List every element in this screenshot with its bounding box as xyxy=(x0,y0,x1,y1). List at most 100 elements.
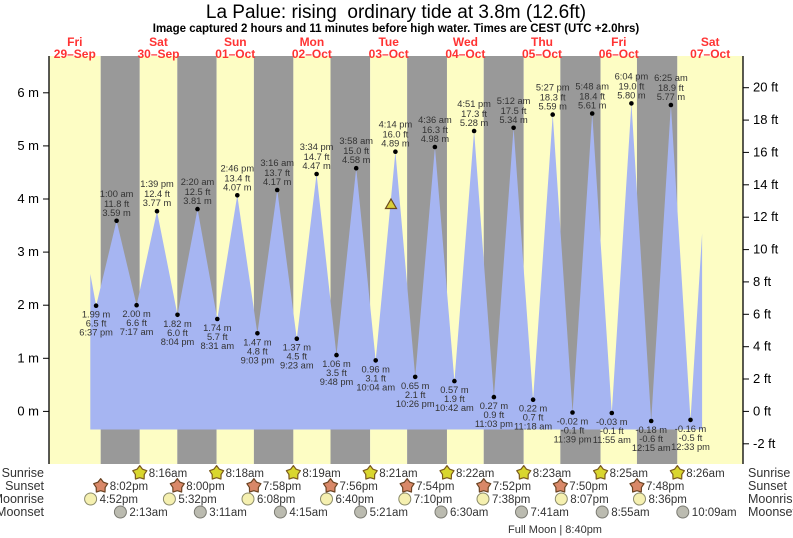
svg-text:0 m: 0 m xyxy=(17,403,39,418)
svg-text:07–Oct: 07–Oct xyxy=(690,47,730,61)
svg-text:5:32pm: 5:32pm xyxy=(178,494,216,506)
svg-text:6 ft: 6 ft xyxy=(753,306,771,321)
svg-text:5.34 m: 5.34 m xyxy=(499,115,528,125)
svg-text:3.81 m: 3.81 m xyxy=(183,196,212,206)
svg-text:8 ft: 8 ft xyxy=(753,274,771,289)
svg-text:4.89 m: 4.89 m xyxy=(381,139,410,149)
svg-text:3 m: 3 m xyxy=(17,244,39,259)
svg-text:5:27 pm: 5:27 pm xyxy=(536,83,570,93)
svg-text:5.61 m: 5.61 m xyxy=(578,101,607,111)
svg-text:01–Oct: 01–Oct xyxy=(215,47,255,61)
svg-text:Sunrise: Sunrise xyxy=(748,466,790,480)
svg-text:14 ft: 14 ft xyxy=(753,177,779,192)
svg-text:7:52pm: 7:52pm xyxy=(493,481,531,493)
svg-text:5:12 am: 5:12 am xyxy=(497,96,531,106)
svg-text:10:42 am: 10:42 am xyxy=(435,403,474,413)
svg-text:Moonset: Moonset xyxy=(748,505,793,519)
svg-text:4:36 am: 4:36 am xyxy=(418,115,452,125)
svg-text:11:03 pm: 11:03 pm xyxy=(475,419,513,429)
svg-text:3:16 am: 3:16 am xyxy=(260,158,294,168)
svg-text:6:40pm: 6:40pm xyxy=(336,494,374,506)
svg-text:8:18am: 8:18am xyxy=(226,468,264,480)
svg-text:8:25am: 8:25am xyxy=(610,468,648,480)
svg-text:7:56pm: 7:56pm xyxy=(340,481,378,493)
svg-text:0 ft: 0 ft xyxy=(753,403,771,418)
svg-text:4 ft: 4 ft xyxy=(753,339,771,354)
svg-text:8:23am: 8:23am xyxy=(533,468,571,480)
svg-text:10:26 pm: 10:26 pm xyxy=(396,399,435,409)
svg-text:2:46 pm: 2:46 pm xyxy=(221,163,255,173)
svg-text:4:14 pm: 4:14 pm xyxy=(379,120,413,130)
svg-text:02–Oct: 02–Oct xyxy=(292,47,332,61)
svg-text:8:07pm: 8:07pm xyxy=(570,494,608,506)
svg-text:7:10pm: 7:10pm xyxy=(414,494,452,506)
svg-text:7:50pm: 7:50pm xyxy=(569,481,607,493)
svg-text:8:04 pm: 8:04 pm xyxy=(161,337,195,347)
svg-text:-2 ft: -2 ft xyxy=(753,436,776,451)
svg-text:6 m: 6 m xyxy=(17,85,39,100)
svg-text:11:55 am: 11:55 am xyxy=(593,435,631,445)
svg-text:2 ft: 2 ft xyxy=(753,371,771,386)
svg-text:4.98 m: 4.98 m xyxy=(421,134,450,144)
svg-text:8:26am: 8:26am xyxy=(686,468,724,480)
svg-text:9:03 pm: 9:03 pm xyxy=(241,355,275,365)
svg-text:10:04 am: 10:04 am xyxy=(356,382,395,392)
svg-text:7:17 am: 7:17 am xyxy=(120,327,154,337)
svg-text:La Palue: rising ordinary tid: La Palue: rising ordinary tide at 3.8m (… xyxy=(206,2,586,23)
svg-text:6:08pm: 6:08pm xyxy=(257,494,295,506)
svg-text:1:39 pm: 1:39 pm xyxy=(140,179,174,189)
svg-text:10 ft: 10 ft xyxy=(753,242,779,257)
svg-text:7:48pm: 7:48pm xyxy=(646,481,684,493)
svg-text:Full Moon | 8:40pm: Full Moon | 8:40pm xyxy=(508,524,602,536)
svg-text:4.17 m: 4.17 m xyxy=(263,177,292,187)
svg-text:5.59 m: 5.59 m xyxy=(538,102,567,112)
svg-text:03–Oct: 03–Oct xyxy=(369,47,409,61)
svg-text:Sunset: Sunset xyxy=(5,479,44,493)
svg-text:5:21am: 5:21am xyxy=(370,507,408,519)
svg-text:12 ft: 12 ft xyxy=(753,209,779,224)
svg-text:4:52pm: 4:52pm xyxy=(100,494,138,506)
svg-text:Sunrise: Sunrise xyxy=(2,466,44,480)
svg-text:7:54pm: 7:54pm xyxy=(416,481,454,493)
svg-text:9:48 pm: 9:48 pm xyxy=(320,377,354,387)
svg-text:11:39 pm: 11:39 pm xyxy=(553,435,591,445)
svg-text:3:34 pm: 3:34 pm xyxy=(300,142,334,152)
svg-text:3:11am: 3:11am xyxy=(209,507,247,519)
svg-text:5:48 am: 5:48 am xyxy=(575,82,609,92)
svg-text:20 ft: 20 ft xyxy=(753,80,779,95)
svg-text:5.80 m: 5.80 m xyxy=(617,90,646,100)
svg-text:29–Sep: 29–Sep xyxy=(54,47,96,61)
svg-text:5 m: 5 m xyxy=(17,138,39,153)
svg-text:4.58 m: 4.58 m xyxy=(342,155,371,165)
svg-text:8:16am: 8:16am xyxy=(149,468,187,480)
svg-text:7:41am: 7:41am xyxy=(531,507,569,519)
svg-text:05–Oct: 05–Oct xyxy=(522,47,562,61)
svg-text:5.28 m: 5.28 m xyxy=(460,118,489,128)
svg-text:10:09am: 10:09am xyxy=(692,507,737,519)
svg-text:6:25 am: 6:25 am xyxy=(654,73,688,83)
svg-text:Moonrise: Moonrise xyxy=(748,492,793,506)
svg-text:Moonrise: Moonrise xyxy=(0,492,44,506)
svg-text:1:00 am: 1:00 am xyxy=(100,189,134,199)
svg-text:8:22am: 8:22am xyxy=(456,468,494,480)
svg-text:2:20 am: 2:20 am xyxy=(181,177,215,187)
svg-text:3:58 am: 3:58 am xyxy=(339,136,373,146)
svg-text:04–Oct: 04–Oct xyxy=(445,47,485,61)
svg-text:Moonset: Moonset xyxy=(0,505,45,519)
svg-text:4.47 m: 4.47 m xyxy=(302,161,331,171)
svg-text:9:23 am: 9:23 am xyxy=(280,361,314,371)
svg-text:12:15 am: 12:15 am xyxy=(632,443,671,453)
svg-text:8:31 am: 8:31 am xyxy=(201,341,235,351)
svg-text:16 ft: 16 ft xyxy=(753,144,779,159)
svg-text:4:51 pm: 4:51 pm xyxy=(457,99,491,109)
svg-text:30–Sep: 30–Sep xyxy=(137,47,179,61)
svg-text:3.77 m: 3.77 m xyxy=(143,198,172,208)
svg-text:Sunset: Sunset xyxy=(748,479,787,493)
svg-text:8:55am: 8:55am xyxy=(611,507,649,519)
svg-text:6:37 pm: 6:37 pm xyxy=(79,328,113,338)
svg-text:4.07 m: 4.07 m xyxy=(223,182,252,192)
svg-text:1 m: 1 m xyxy=(17,350,39,365)
svg-text:2 m: 2 m xyxy=(17,297,39,312)
svg-text:11:18 am: 11:18 am xyxy=(514,422,552,432)
svg-text:8:21am: 8:21am xyxy=(379,468,417,480)
